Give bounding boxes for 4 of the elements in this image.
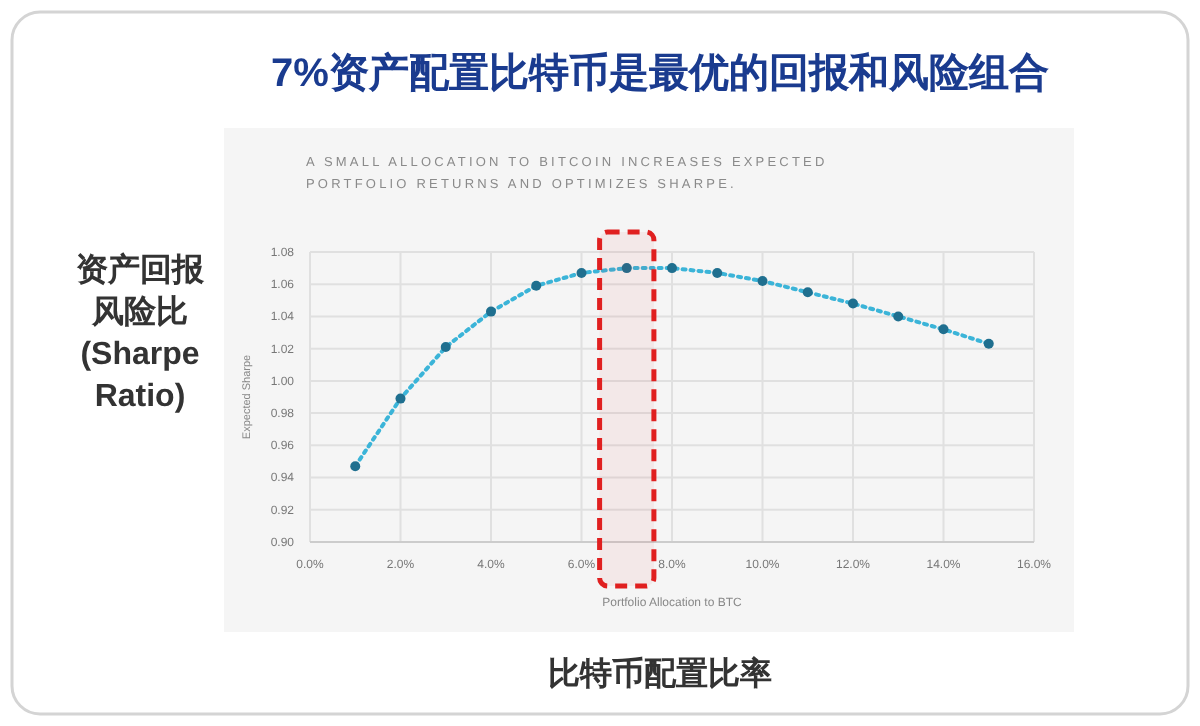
text: (Sharpe Ratio) (80, 338, 200, 414)
text: 资产回报风险比 (76, 252, 206, 330)
text: 比特币配置比率 (548, 654, 772, 692)
chart-title: 7%资产配置比特币是最优的回报和风险组合 (271, 50, 1049, 96)
